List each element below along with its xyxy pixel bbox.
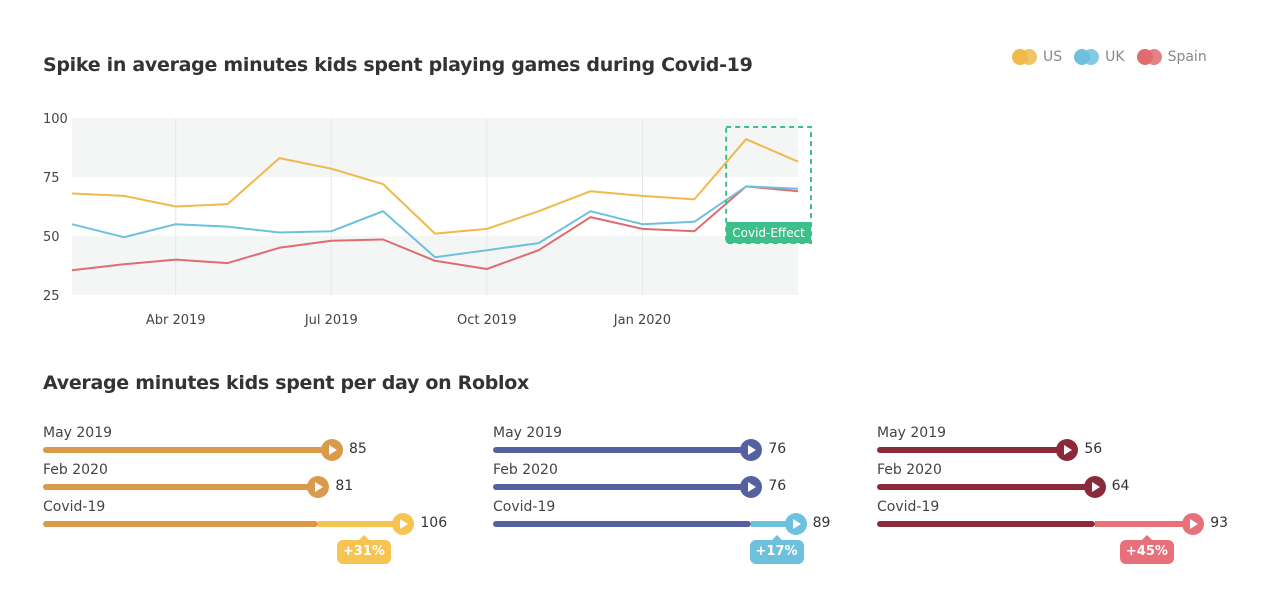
bar-value: 64 xyxy=(1111,478,1130,494)
bar-label: May 2019 xyxy=(43,425,113,441)
legend: US UK Spain xyxy=(1012,47,1219,67)
change-badge: +31% xyxy=(336,535,391,564)
bar xyxy=(877,484,1095,490)
x-tick-label: Jul 2019 xyxy=(304,313,358,328)
legend-label: US xyxy=(1043,49,1063,65)
covid-effect-label: Covid-Effect xyxy=(732,226,805,240)
bar-end-marker xyxy=(1182,513,1205,535)
bar-value: 56 xyxy=(1084,441,1103,457)
legend-item-us: US xyxy=(1012,47,1062,67)
bar-chart-title: Average minutes kids spent per day on Ro… xyxy=(43,372,529,394)
bar xyxy=(877,447,1068,453)
bar-value: 106 xyxy=(420,515,448,531)
change-badge: +45% xyxy=(1119,535,1174,564)
plot-band xyxy=(72,236,798,295)
legend-label: Spain xyxy=(1167,49,1207,65)
bar-end-marker xyxy=(321,439,343,461)
bar xyxy=(43,447,332,453)
legend-swatch xyxy=(1074,47,1100,67)
bar-end-marker xyxy=(1083,476,1106,498)
bar-value: 89 xyxy=(812,515,831,531)
y-tick-label: 25 xyxy=(43,289,60,304)
bar-label: Feb 2020 xyxy=(43,462,108,478)
bar xyxy=(493,521,752,527)
bar-value: 93 xyxy=(1210,515,1229,531)
legend-swatch xyxy=(1012,47,1038,67)
legend-item-uk: UK xyxy=(1074,47,1125,67)
legend-swatch xyxy=(1136,47,1163,67)
plot-band xyxy=(72,118,798,177)
bar-value: 76 xyxy=(768,441,787,457)
bar-value: 76 xyxy=(768,478,787,494)
series-line-us xyxy=(71,138,799,235)
covid-effect-label-bg xyxy=(726,222,811,243)
bar-increase xyxy=(1094,521,1194,527)
bar-label: Feb 2020 xyxy=(493,462,558,478)
bar xyxy=(493,447,752,453)
x-tick-label: Abr 2019 xyxy=(146,313,206,328)
bar-end-marker xyxy=(740,439,763,461)
x-tick-label: Oct 2019 xyxy=(457,313,517,328)
bar-value: 81 xyxy=(335,478,354,494)
bar xyxy=(493,484,752,490)
bar-label: Covid-19 xyxy=(43,499,106,515)
legend-label: UK xyxy=(1105,49,1125,65)
bar-end-marker xyxy=(392,513,415,535)
bar-end-marker xyxy=(1056,439,1079,461)
bar xyxy=(43,484,319,490)
bar-label: Feb 2020 xyxy=(877,462,942,478)
change-badge: +17% xyxy=(749,535,804,564)
y-tick-label: 50 xyxy=(43,230,60,245)
bar xyxy=(877,521,1095,527)
line-chart: 100 75 50 25 Abr 2019 Jul 2019 Oct 2019 Jan 202… xyxy=(43,112,813,328)
bar-end-marker xyxy=(784,513,807,535)
bar-value: 85 xyxy=(349,441,367,457)
y-tick-label: 75 xyxy=(43,171,60,186)
bar-increase xyxy=(318,521,404,527)
bar-increase xyxy=(751,521,796,527)
bar-end-marker xyxy=(307,476,330,498)
y-tick-label: 100 xyxy=(43,112,68,127)
bar-label: Covid-19 xyxy=(493,499,556,515)
legend-item-spain: Spain xyxy=(1136,47,1207,67)
series-line-spain xyxy=(71,185,799,272)
bar-end-marker xyxy=(740,476,763,498)
bar-label: May 2019 xyxy=(493,425,563,441)
bar xyxy=(43,521,319,527)
bar-label: May 2019 xyxy=(877,425,947,441)
series-line-uk xyxy=(71,185,799,259)
bar-label: Covid-19 xyxy=(877,499,940,515)
x-tick-label: Jan 2020 xyxy=(613,313,671,328)
line-chart-title: Spike in average minutes kids spent play… xyxy=(43,54,753,76)
